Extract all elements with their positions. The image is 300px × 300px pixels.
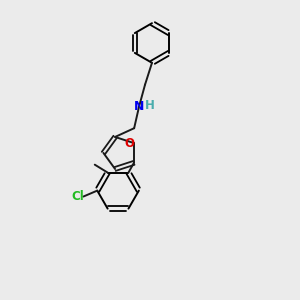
Text: N: N bbox=[134, 100, 144, 113]
Text: O: O bbox=[124, 136, 134, 150]
Text: H: H bbox=[145, 99, 155, 112]
Text: Cl: Cl bbox=[71, 190, 84, 203]
